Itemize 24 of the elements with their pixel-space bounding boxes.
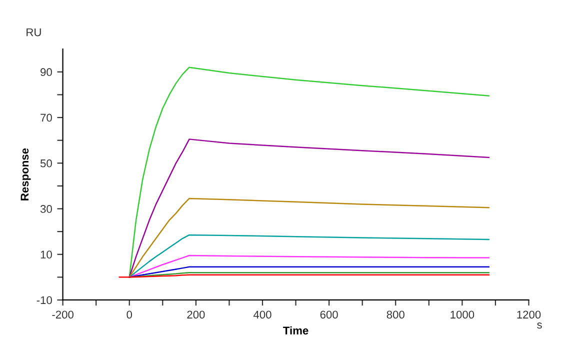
line-series <box>128 254 490 278</box>
text: RU <box>26 28 41 36</box>
x-tick-label: 200 <box>187 310 205 319</box>
x-tick-label: 800 <box>386 310 404 319</box>
line-series <box>128 266 490 278</box>
y-tick-label: 10 <box>40 250 52 259</box>
line-series <box>128 138 490 278</box>
y-tick-label: 90 <box>40 68 52 76</box>
x-tick-label: 400 <box>253 310 272 319</box>
x-tick-label: 600 <box>320 310 338 319</box>
x-tick-label: -200 <box>52 310 74 319</box>
line-series <box>128 66 490 278</box>
y-tick-label: 30 <box>40 205 52 213</box>
x-tick-label: 1000 <box>450 310 474 319</box>
line-series <box>128 198 490 278</box>
x-axis-title: Time <box>283 326 308 334</box>
x-tick-label: 0 <box>126 310 132 319</box>
y-tick-label: -10 <box>36 296 52 304</box>
x-tick-label: 1200 <box>517 310 541 319</box>
y-tick-label: 70 <box>40 114 52 122</box>
line-series <box>128 234 490 278</box>
text: s <box>537 322 542 329</box>
y-axis-title: Response <box>20 148 31 200</box>
y-tick-label: 50 <box>40 159 52 168</box>
